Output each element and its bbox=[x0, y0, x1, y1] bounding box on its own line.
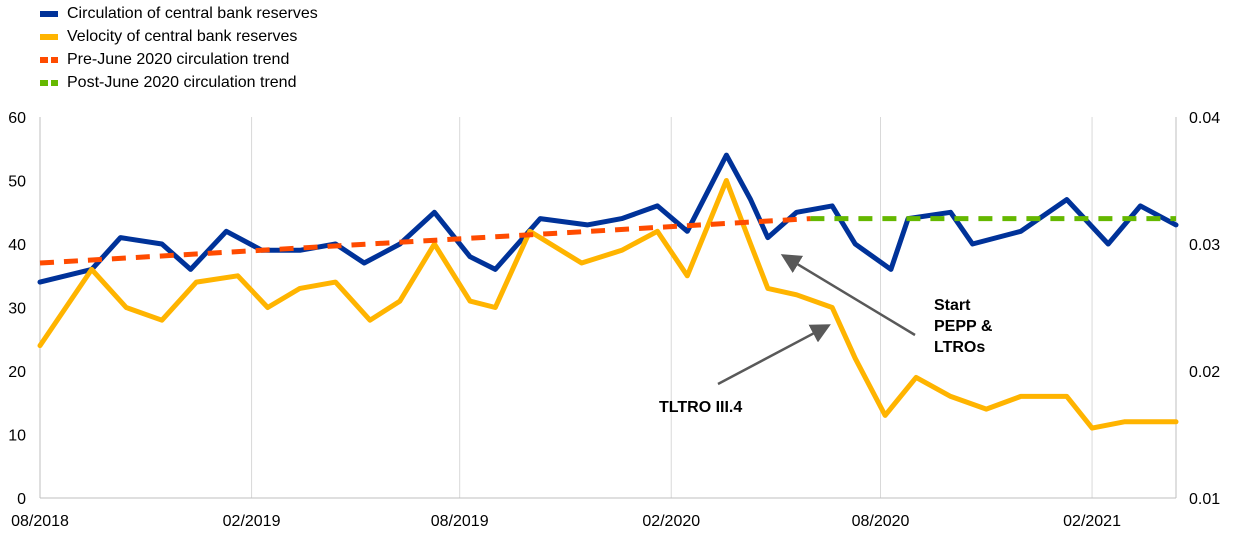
y-right-tick-label: 0.03 bbox=[1189, 237, 1220, 254]
legend-label: Velocity of central bank reserves bbox=[67, 27, 298, 45]
x-tick-label: 08/2019 bbox=[431, 513, 489, 530]
annotation-arrow bbox=[717, 324, 831, 386]
annotation-label: PEPP & bbox=[934, 318, 993, 335]
series-lines bbox=[37, 152, 1179, 431]
annotation-label: LTROs bbox=[934, 339, 985, 356]
y-left-tick-label: 0 bbox=[17, 491, 26, 508]
legend-label: Circulation of central bank reserves bbox=[67, 4, 318, 22]
x-tick-label: 08/2018 bbox=[11, 513, 69, 530]
y-right-tick-label: 0.04 bbox=[1189, 110, 1220, 127]
series-line-2 bbox=[37, 178, 1179, 431]
gridlines bbox=[251, 117, 1093, 498]
legend-item: Post-June 2020 circulation trend bbox=[40, 71, 318, 94]
legend-label: Post-June 2020 circulation trend bbox=[67, 73, 297, 91]
annotation-label: Start bbox=[934, 297, 971, 314]
legend-swatch bbox=[40, 56, 58, 63]
x-tick-label: 02/2021 bbox=[1063, 513, 1121, 530]
legend-swatch bbox=[40, 10, 58, 17]
annotations: Start PEPP & LTROs TLTRO III.4 bbox=[659, 254, 993, 416]
legend-item: Circulation of central bank reserves bbox=[40, 2, 318, 25]
legend-swatch bbox=[40, 33, 58, 40]
y-left-tick-label: 20 bbox=[8, 364, 26, 381]
legend-label: Pre-June 2020 circulation trend bbox=[67, 50, 290, 68]
y-left-tick-label: 60 bbox=[8, 110, 26, 127]
legend-item: Velocity of central bank reserves bbox=[40, 25, 318, 48]
annotation-arrow bbox=[780, 254, 916, 337]
series-line-3 bbox=[39, 216, 811, 266]
y-right-tick-label: 0.02 bbox=[1189, 364, 1220, 381]
x-tick-label: 02/2020 bbox=[642, 513, 700, 530]
series-line-1 bbox=[37, 152, 1179, 285]
y-left-tick-label: 30 bbox=[8, 301, 26, 318]
y-left-tick-label: 10 bbox=[8, 428, 26, 445]
legend: Circulation of central bank reserves Velo… bbox=[40, 2, 318, 94]
x-tick-label: 08/2020 bbox=[852, 513, 910, 530]
y-left-tick-label: 50 bbox=[8, 174, 26, 191]
annotation-label: TLTRO III.4 bbox=[659, 399, 742, 416]
y-right-tick-label: 0.01 bbox=[1189, 491, 1220, 508]
y-left-tick-label: 40 bbox=[8, 237, 26, 254]
legend-swatch bbox=[40, 79, 58, 86]
legend-item: Pre-June 2020 circulation trend bbox=[40, 48, 318, 71]
x-tick-label: 02/2019 bbox=[223, 513, 281, 530]
axes: 08/2018 02/2019 08/2019 02/2020 08/2020 02/20… bbox=[8, 110, 1220, 530]
